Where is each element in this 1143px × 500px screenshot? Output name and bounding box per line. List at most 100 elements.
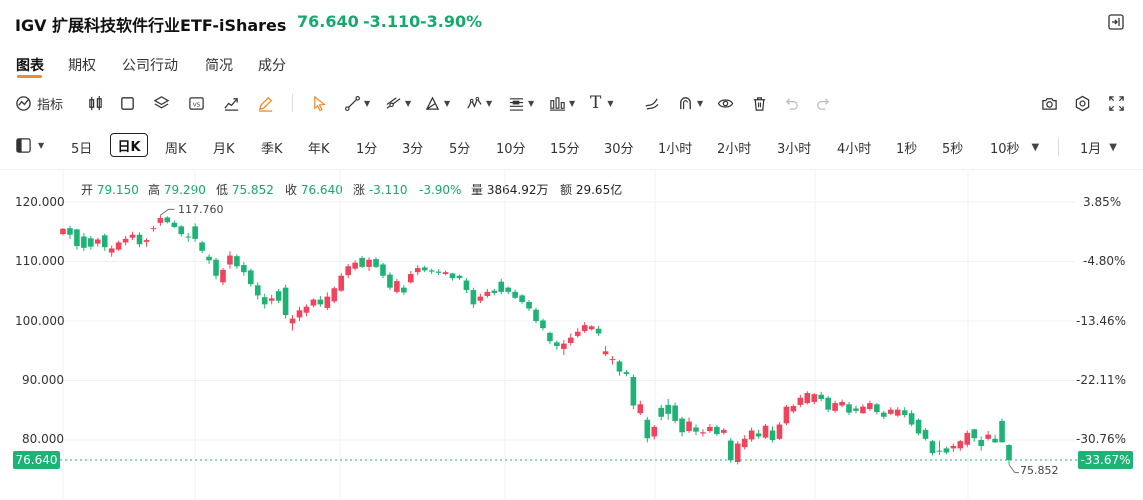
candle-body bbox=[679, 418, 685, 433]
ray-tool[interactable]: ▼ bbox=[385, 94, 411, 112]
candle-body bbox=[901, 410, 908, 416]
candlestick-tool[interactable] bbox=[87, 94, 104, 112]
expand-panel-button[interactable] bbox=[1108, 14, 1124, 30]
period-3h[interactable]: 3小时 bbox=[777, 142, 812, 157]
chart-type-tool[interactable] bbox=[223, 94, 240, 112]
chevron-down-icon: ▼ bbox=[38, 141, 45, 150]
ohlc-amount: 额 29.65亿 bbox=[560, 183, 623, 197]
redo-button[interactable] bbox=[815, 94, 832, 112]
candle-body bbox=[853, 408, 859, 411]
period-10min[interactable]: 10分 bbox=[496, 142, 526, 157]
line-tool[interactable]: ▼ bbox=[344, 94, 370, 112]
rectangle-tool[interactable] bbox=[119, 94, 136, 112]
candle-body bbox=[533, 309, 539, 321]
tab-corporate-actions[interactable]: 公司行动 bbox=[122, 58, 178, 74]
svg-text:VS: VS bbox=[193, 102, 201, 108]
visibility-tool[interactable] bbox=[717, 94, 734, 112]
candle-body bbox=[442, 272, 449, 274]
candle-body bbox=[387, 274, 393, 288]
candle-body bbox=[950, 445, 957, 449]
period-3min[interactable]: 3分 bbox=[402, 142, 424, 157]
page-title: IGV 扩展科技软件行业ETF-iShares bbox=[15, 16, 287, 35]
y-tick-label: 120.000 bbox=[15, 195, 65, 209]
layout-selector[interactable]: ▼ bbox=[15, 137, 44, 154]
fib-tool[interactable]: ▼ bbox=[508, 94, 534, 112]
candle-body bbox=[540, 320, 546, 329]
candle-body bbox=[602, 351, 609, 355]
candle-body bbox=[700, 432, 706, 434]
indicator-label: 指标 bbox=[37, 97, 64, 113]
compare-icon: VS bbox=[189, 96, 204, 110]
candle-body bbox=[108, 248, 115, 253]
candle-body bbox=[414, 268, 421, 273]
indicator-icon bbox=[16, 95, 31, 111]
candle-body bbox=[373, 259, 379, 267]
candle-body bbox=[943, 448, 950, 453]
tab-holdings[interactable]: 成分 bbox=[258, 58, 286, 74]
candle-body bbox=[359, 257, 365, 267]
period-5d[interactable]: 5日 bbox=[71, 142, 93, 157]
candle-body bbox=[755, 433, 762, 437]
candle-body bbox=[769, 430, 776, 440]
period-yearly[interactable]: 年K bbox=[308, 142, 330, 157]
period-10s[interactable]: 10秒 ▼ bbox=[990, 138, 1039, 157]
screenshot-button[interactable] bbox=[1041, 94, 1058, 112]
compare-tool[interactable]: VS bbox=[188, 94, 205, 112]
cursor-tool[interactable] bbox=[311, 94, 328, 112]
candle-body bbox=[526, 301, 532, 309]
candles bbox=[60, 215, 1012, 465]
candle-body bbox=[999, 420, 1005, 443]
candle-body bbox=[595, 328, 602, 334]
triangle-tool[interactable]: ▼ bbox=[424, 94, 450, 112]
candle-body bbox=[484, 291, 491, 297]
candle-body bbox=[908, 413, 915, 425]
price-change-percent: -3.90% bbox=[420, 12, 483, 31]
candle-body bbox=[261, 297, 268, 305]
candle-body bbox=[407, 273, 414, 283]
period-2h[interactable]: 2小时 bbox=[717, 142, 752, 157]
delete-tool[interactable] bbox=[751, 94, 768, 112]
indicator-button[interactable]: 指标 bbox=[15, 94, 64, 113]
wave-tool[interactable]: ▼ bbox=[466, 94, 492, 112]
candle-body bbox=[88, 238, 94, 247]
period-daily[interactable]: 日K bbox=[110, 133, 148, 157]
undo-button[interactable] bbox=[783, 94, 800, 112]
pen-tool[interactable] bbox=[257, 94, 274, 112]
candle-body bbox=[797, 397, 804, 405]
pct-tick-label: 3.85% bbox=[1083, 195, 1122, 209]
tab-chart[interactable]: 图表 bbox=[16, 58, 44, 74]
period-30min[interactable]: 30分 bbox=[604, 142, 634, 157]
candle-body bbox=[867, 403, 873, 410]
candle-body bbox=[644, 419, 651, 439]
fullscreen-button[interactable] bbox=[1108, 94, 1125, 112]
chevron-down-icon: ▼ bbox=[528, 98, 535, 108]
candle-body bbox=[421, 267, 428, 271]
period-15min[interactable]: 15分 bbox=[550, 142, 580, 157]
period-5min[interactable]: 5分 bbox=[449, 142, 471, 157]
candle-body bbox=[574, 331, 581, 336]
candle-body bbox=[338, 275, 345, 291]
layers-tool[interactable] bbox=[153, 94, 170, 112]
brush-tool[interactable] bbox=[643, 94, 660, 112]
period-monthly[interactable]: 月K bbox=[213, 142, 235, 157]
period-5s[interactable]: 5秒 bbox=[942, 142, 964, 157]
candle-body bbox=[971, 429, 978, 439]
period-4h[interactable]: 4小时 bbox=[837, 142, 872, 157]
ohlc-open: 开 79.150 bbox=[81, 183, 139, 197]
period-quarterly[interactable]: 季K bbox=[261, 142, 283, 157]
period-1min[interactable]: 1分 bbox=[356, 142, 378, 157]
settings-button[interactable] bbox=[1074, 94, 1091, 112]
period-weekly[interactable]: 周K bbox=[165, 142, 187, 157]
period-1s[interactable]: 1秒 bbox=[896, 142, 918, 157]
candlestick-chart[interactable] bbox=[0, 170, 1143, 500]
candle-body bbox=[282, 287, 289, 316]
range-selector[interactable]: 1月 ▼ bbox=[1080, 138, 1117, 157]
bars-tool[interactable]: ▼ bbox=[549, 94, 575, 112]
magnet-tool[interactable]: ▼ bbox=[677, 94, 703, 112]
candle-body bbox=[394, 281, 400, 292]
text-tool[interactable]: T ▼ bbox=[590, 93, 614, 113]
tab-options[interactable]: 期权 bbox=[68, 58, 96, 74]
tab-profile[interactable]: 简况 bbox=[205, 58, 233, 74]
candle-body bbox=[213, 259, 219, 276]
period-1h[interactable]: 1小时 bbox=[658, 142, 693, 157]
